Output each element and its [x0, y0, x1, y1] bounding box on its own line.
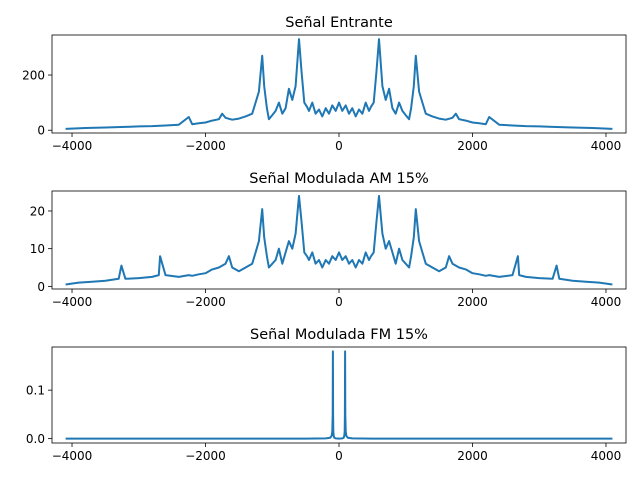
x-tick-label: 4000: [591, 139, 622, 153]
y-tick-label: 0: [37, 124, 45, 138]
x-tick-label: 4000: [591, 449, 622, 463]
subplot-3-series-line: [65, 350, 613, 440]
subplot-3-title: Señal Modulada FM 15%: [250, 327, 428, 343]
x-tick-label: −4000: [52, 139, 93, 153]
x-tick-label: 2000: [457, 295, 488, 309]
x-tick-label: −4000: [52, 449, 93, 463]
y-tick-label: 0.0: [26, 432, 45, 446]
x-tick-label: 0: [335, 449, 343, 463]
subplot-2-title: Señal Modulada AM 15%: [249, 171, 429, 187]
subplot-2-series-line: [65, 194, 613, 286]
x-tick-label: 2000: [457, 449, 488, 463]
y-tick-label: 20: [30, 204, 45, 218]
x-tick-label: 2000: [457, 139, 488, 153]
y-tick-label: 0: [37, 280, 45, 294]
subplot-3: Señal Modulada FM 15% −4000 −2000 0 2000 4000…: [26, 327, 627, 463]
subplot-2: Señal Modulada AM 15% −4000 −2000 0 2000 4000…: [30, 171, 627, 309]
x-tick-label: −4000: [52, 295, 93, 309]
y-tick-label: 0.1: [26, 384, 45, 398]
y-tick-label: 200: [22, 69, 45, 83]
x-tick-label: 4000: [591, 295, 622, 309]
x-tick-label: 0: [335, 295, 343, 309]
subplots: Señal Entrante−4000 −2000 0 2000 40000200Señ…: [22, 15, 627, 463]
y-tick-label: 10: [30, 242, 45, 256]
x-tick-label: −2000: [185, 295, 226, 309]
x-tick-label: 0: [335, 139, 343, 153]
x-tick-label: −2000: [185, 449, 226, 463]
subplot-1-title: Señal Entrante: [285, 15, 393, 31]
subplot-1: Señal Entrante −4000 −2000 0 2000 4000 0 200: [22, 15, 627, 153]
subplot-1-series-line: [65, 38, 613, 130]
x-tick-label: −2000: [185, 139, 226, 153]
